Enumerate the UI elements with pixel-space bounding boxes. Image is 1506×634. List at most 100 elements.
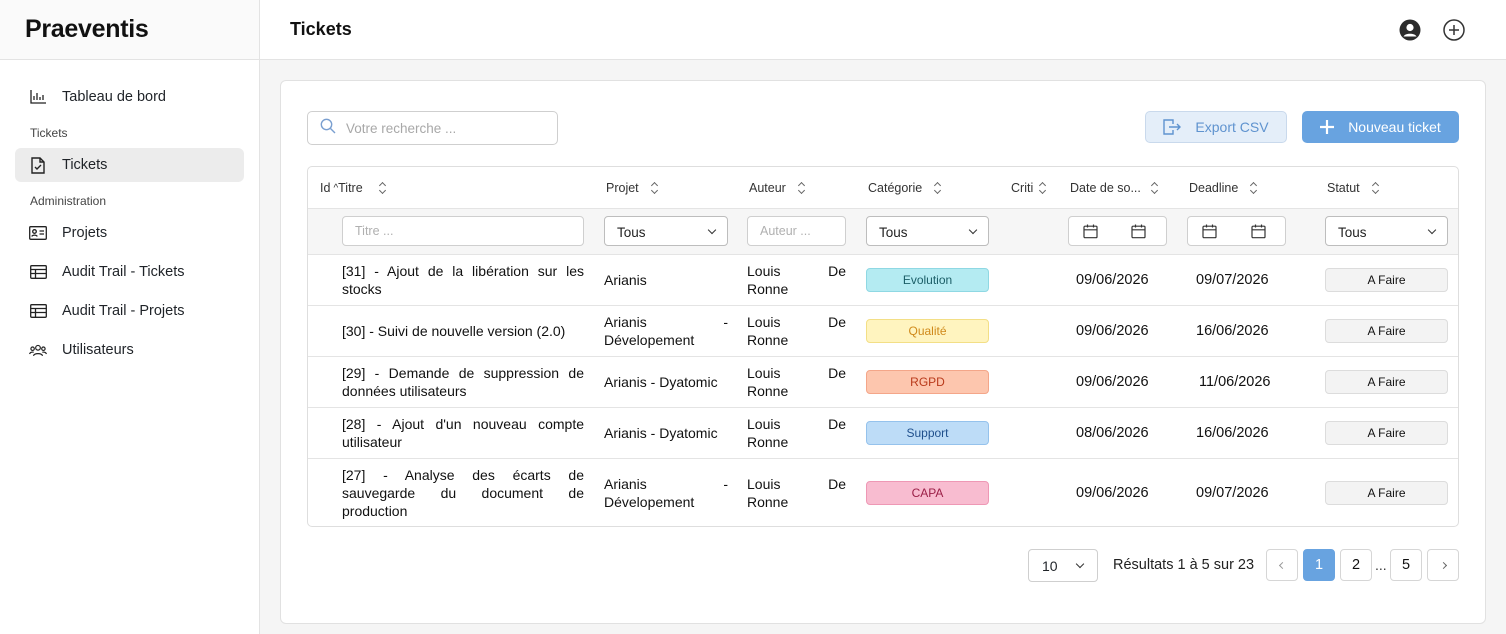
sort-icon[interactable] — [934, 182, 942, 194]
ticket-deadline: 16/06/2026 — [1196, 425, 1269, 441]
status-badge: A Faire — [1325, 370, 1448, 394]
date-filter-range[interactable] — [1068, 216, 1167, 246]
new-ticket-label: Nouveau ticket — [1348, 119, 1441, 135]
table-icon — [29, 263, 47, 281]
per-page-select[interactable]: 10 — [1028, 549, 1098, 582]
ticket-deadline: 09/07/2026 — [1196, 485, 1269, 501]
brand-logo[interactable]: Praeventis — [0, 0, 259, 60]
ticket-author: Louis De Ronne — [747, 263, 846, 297]
calendar-icon[interactable] — [1083, 224, 1098, 244]
chevron-down-icon — [968, 225, 978, 235]
table-icon — [29, 302, 47, 320]
sidebar-nav: Tableau de bord Tickets Tickets Administ… — [0, 60, 259, 392]
sidebar-item-tickets[interactable]: Tickets — [15, 148, 244, 182]
add-circle-icon[interactable] — [1442, 18, 1466, 42]
col-header-title-label: Titre — [338, 181, 363, 195]
sort-icon[interactable] — [379, 182, 387, 194]
calendar-icon[interactable] — [1251, 224, 1266, 244]
user-account-icon[interactable] — [1398, 18, 1422, 42]
project-filter-select[interactable]: Tous — [604, 216, 728, 246]
plus-icon — [1320, 120, 1335, 134]
ticket-deadline: 16/06/2026 — [1196, 323, 1269, 339]
ticket-title[interactable]: [30] - Suivi de nouvelle version (2.0) — [342, 323, 566, 339]
sort-icon[interactable] — [798, 182, 806, 194]
col-header-date-label: Date de so... — [1070, 181, 1141, 195]
ticket-deadline: 09/07/2026 — [1196, 272, 1269, 288]
table-row[interactable]: [30] - Suivi de nouvelle version (2.0) A… — [308, 306, 1458, 357]
calendar-icon[interactable] — [1202, 224, 1217, 244]
ticket-author: Louis De Ronne — [747, 365, 846, 399]
sidebar-item-label: Projets — [62, 225, 108, 241]
header-actions — [1398, 18, 1466, 42]
ticket-date: 09/06/2026 — [1076, 374, 1149, 390]
col-header-deadline-label: Deadline — [1189, 181, 1239, 195]
title-filter-input[interactable]: Titre ... — [342, 216, 584, 246]
col-header-project[interactable]: Projet — [606, 181, 659, 195]
col-header-criticity-label: Criti — [1011, 181, 1034, 195]
page-button-2[interactable]: 2 — [1340, 549, 1372, 581]
sort-icon[interactable] — [1372, 182, 1380, 194]
sidebar-item-dashboard[interactable]: Tableau de bord — [15, 80, 244, 114]
sidebar-item-audit-projets[interactable]: Audit Trail - Projets — [15, 294, 244, 328]
col-header-status-label: Statut — [1327, 181, 1360, 195]
category-filter-select[interactable]: Tous — [866, 216, 989, 246]
page-button-5[interactable]: 5 — [1390, 549, 1422, 581]
sidebar-item-label: Audit Trail - Tickets — [62, 264, 185, 280]
tickets-table: Id ^ Titre Projet Auteur Catégorie Criti… — [307, 166, 1459, 527]
nav-section-administration: Administration — [30, 194, 107, 208]
table-header: Id ^ Titre Projet Auteur Catégorie Criti… — [308, 167, 1458, 209]
ticket-date: 08/06/2026 — [1076, 425, 1149, 441]
ticket-title[interactable]: [27] - Analyse des écarts de sauvegarde … — [342, 467, 584, 519]
table-row[interactable]: [29] - Demande de suppression de données… — [308, 357, 1458, 408]
ticket-author: Louis De Ronne — [747, 416, 846, 450]
col-header-category[interactable]: Catégorie — [868, 181, 942, 195]
next-page-button[interactable] — [1427, 549, 1459, 581]
deadline-filter-range[interactable] — [1187, 216, 1286, 246]
col-header-deadline[interactable]: Deadline — [1189, 181, 1258, 195]
calendar-icon[interactable] — [1131, 224, 1146, 244]
table-row[interactable]: [31] - Ajout de la libération sur les st… — [308, 255, 1458, 306]
col-header-date[interactable]: Date de so... — [1070, 181, 1159, 195]
col-header-criticity[interactable]: Criti — [1011, 181, 1047, 195]
sort-icon[interactable] — [1039, 182, 1047, 194]
pagination-ellipsis: ... — [1375, 557, 1387, 573]
sort-icon[interactable] — [1151, 182, 1159, 194]
status-filter-value: Tous — [1338, 224, 1367, 240]
ticket-title[interactable]: [31] - Ajout de la libération sur les st… — [342, 263, 584, 297]
search-input[interactable] — [346, 120, 546, 136]
col-header-project-label: Projet — [606, 181, 639, 195]
status-badge: A Faire — [1325, 268, 1448, 292]
sidebar-item-label: Tableau de bord — [62, 89, 166, 105]
search-box[interactable] — [307, 111, 558, 145]
page-button-1[interactable]: 1 — [1303, 549, 1335, 581]
sort-icon[interactable] — [651, 182, 659, 194]
sidebar-item-label: Utilisateurs — [62, 342, 134, 358]
results-summary: Résultats 1 à 5 sur 23 — [1113, 557, 1255, 573]
ticket-title[interactable]: [29] - Demande de suppression de données… — [342, 365, 584, 399]
ticket-title[interactable]: [28] - Ajout d'un nouveau compte utilisa… — [342, 416, 584, 450]
prev-page-button[interactable] — [1266, 549, 1298, 581]
ticket-project: Arianis - Dyatomic — [604, 425, 718, 441]
ticket-deadline: 11/06/2026 — [1199, 374, 1271, 390]
col-header-status[interactable]: Statut — [1327, 181, 1380, 195]
sidebar-item-utilisateurs[interactable]: Utilisateurs — [15, 333, 244, 367]
export-csv-button[interactable]: Export CSV — [1145, 111, 1287, 143]
export-csv-label: Export CSV — [1195, 119, 1269, 135]
page-title: Tickets — [290, 19, 352, 39]
status-filter-select[interactable]: Tous — [1325, 216, 1448, 246]
status-badge: A Faire — [1325, 319, 1448, 343]
sort-icon[interactable] — [1250, 182, 1258, 194]
new-ticket-button[interactable]: Nouveau ticket — [1302, 111, 1459, 143]
col-header-author-label: Auteur — [749, 181, 786, 195]
sidebar-item-projets[interactable]: Projets — [15, 216, 244, 250]
sidebar-item-audit-tickets[interactable]: Audit Trail - Tickets — [15, 255, 244, 289]
table-row[interactable]: [27] - Analyse des écarts de sauvegarde … — [308, 459, 1458, 526]
top-bar: Tickets — [260, 0, 1506, 60]
ticket-author: Louis De Ronne — [747, 476, 846, 510]
id-card-icon — [29, 224, 47, 242]
col-header-id[interactable]: Id ^ Titre — [320, 181, 387, 195]
author-filter-input[interactable]: Auteur ... — [747, 216, 846, 246]
col-header-author[interactable]: Auteur — [749, 181, 806, 195]
table-row[interactable]: [28] - Ajout d'un nouveau compte utilisa… — [308, 408, 1458, 459]
ticket-date: 09/06/2026 — [1076, 272, 1149, 288]
